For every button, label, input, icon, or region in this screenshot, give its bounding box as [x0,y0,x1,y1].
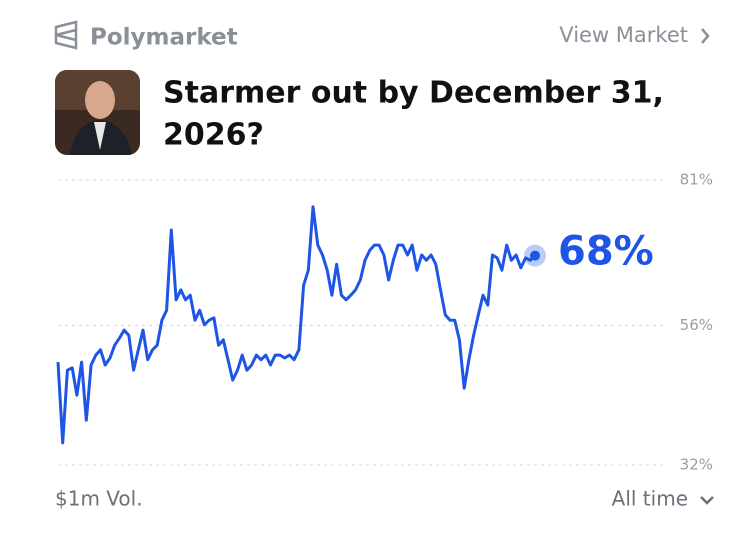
market-image [55,70,140,155]
plot: 32% 56% 81% 68% [56,171,713,474]
volume: $1m Vol. [55,487,143,511]
chevron[interactable] [701,28,710,44]
end-dot [530,250,540,261]
title: 2026? [163,118,264,153]
price-line [56,205,537,445]
brand: Polymarket [90,25,238,51]
brand-logo [54,20,78,50]
title: Starmer out by December 31, [163,76,664,111]
time-range[interactable]: All time [612,487,688,511]
view-market[interactable]: View Market [559,23,688,47]
y-tick-label: 56% [680,316,713,334]
y-tick-label: 32% [680,456,713,474]
y-tick-label: 81% [680,171,713,189]
current-value: 68% [558,229,654,275]
chevron[interactable] [700,496,714,505]
